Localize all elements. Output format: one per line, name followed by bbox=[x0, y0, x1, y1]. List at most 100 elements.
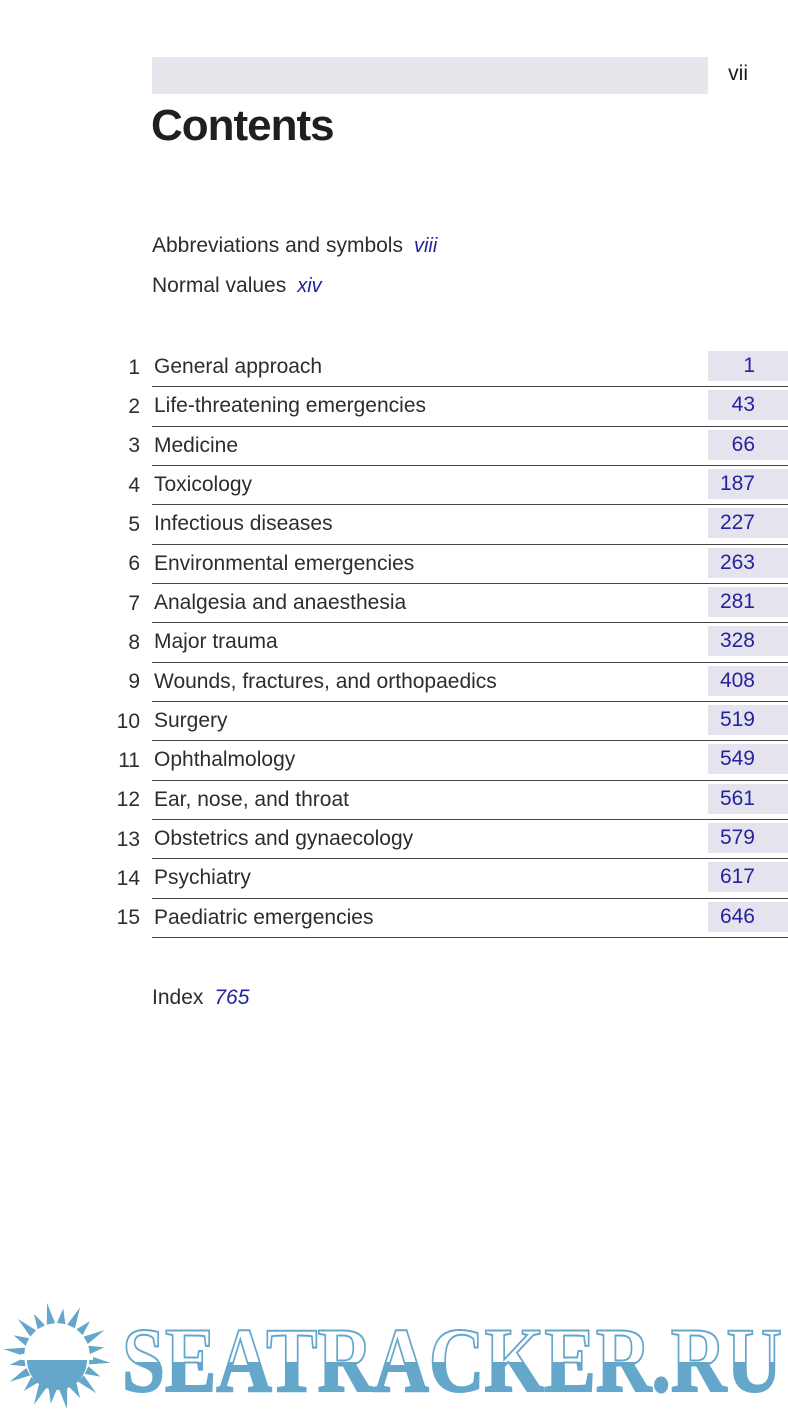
toc-row: 5 Infectious diseases 227 bbox=[110, 505, 788, 545]
toc-row-body: Environmental emergencies 263 bbox=[152, 545, 788, 584]
chapter-number: 14 bbox=[116, 866, 140, 890]
chapter-title: Infectious diseases bbox=[154, 512, 333, 536]
chapter-title: Wounds, fractures, and orthopaedics bbox=[154, 669, 497, 693]
chapter-title: Ear, nose, and throat bbox=[154, 787, 349, 811]
front-matter-item: Normal values xiv bbox=[152, 271, 437, 311]
chapter-number: 9 bbox=[128, 670, 140, 694]
toc-row-body: Psychiatry 617 bbox=[152, 859, 788, 899]
front-matter-label: Normal values bbox=[152, 274, 287, 297]
chapter-number: 1 bbox=[128, 355, 140, 379]
chapter-page-number: 1 bbox=[743, 354, 755, 377]
toc-row: 6 Environmental emergencies 263 bbox=[110, 545, 788, 584]
toc-row: 10 Surgery 519 bbox=[110, 702, 788, 742]
chapter-number: 3 bbox=[128, 434, 140, 458]
chapter-number: 4 bbox=[128, 473, 140, 497]
page-number-box: 1 bbox=[708, 351, 788, 381]
chapter-page-number: 617 bbox=[719, 865, 755, 889]
page-number-box: 549 bbox=[708, 744, 788, 775]
chapter-number: 15 bbox=[116, 906, 140, 930]
chapter-title: General approach bbox=[154, 355, 323, 379]
chapter-title: Psychiatry bbox=[154, 866, 251, 890]
chapter-title: Medicine bbox=[154, 433, 239, 457]
toc-row: 14 Psychiatry 617 bbox=[110, 859, 788, 899]
chapter-page-number: 281 bbox=[719, 589, 755, 613]
page-number-box: 263 bbox=[708, 547, 788, 578]
chapter-number: 2 bbox=[128, 394, 140, 418]
chapter-page-number: 43 bbox=[731, 393, 755, 417]
toc-row: 9 Wounds, fractures, and orthopaedics 40… bbox=[110, 663, 788, 702]
page-number-box: 66 bbox=[708, 429, 788, 460]
toc-row: 15 Paediatric emergencies 646 bbox=[110, 899, 788, 938]
watermark: SEATRACKER.RU bbox=[0, 1290, 788, 1418]
page-number-box: 408 bbox=[708, 665, 788, 696]
chapter-page-number: 187 bbox=[719, 471, 755, 495]
toc-row: 3 Medicine 66 bbox=[110, 427, 788, 466]
chapter-title: Life-threatening emergencies bbox=[154, 394, 426, 418]
page-number-box: 281 bbox=[708, 586, 788, 617]
front-matter-page-number: xiv bbox=[297, 275, 322, 297]
chapter-page-number: 263 bbox=[719, 550, 755, 574]
toc-row: 11 Ophthalmology 549 bbox=[110, 741, 788, 781]
header-bar bbox=[152, 57, 708, 94]
chapter-title: Analgesia and anaesthesia bbox=[154, 591, 407, 615]
page-number-box: 646 bbox=[708, 901, 788, 932]
chapter-page-number: 549 bbox=[719, 747, 755, 771]
toc-row-body: Ophthalmology 549 bbox=[152, 741, 788, 781]
folio-page-number: vii bbox=[728, 62, 748, 85]
page-number-box: 519 bbox=[708, 704, 788, 735]
toc-list: 1 General approach 1 2 Life-threatening … bbox=[110, 348, 788, 938]
chapter-number: 5 bbox=[128, 512, 140, 536]
chapter-title: Environmental emergencies bbox=[154, 551, 415, 575]
chapter-number: 13 bbox=[116, 827, 140, 851]
toc-row: 8 Major trauma 328 bbox=[110, 623, 788, 663]
chapter-number: 7 bbox=[128, 591, 140, 615]
front-matter-list: Abbreviations and symbols viii Normal val… bbox=[152, 231, 437, 311]
chapter-page-number: 579 bbox=[719, 825, 755, 849]
toc-row: 13 Obstetrics and gynaecology 579 bbox=[110, 820, 788, 860]
toc-row-body: Ear, nose, and throat 561 bbox=[152, 781, 788, 820]
toc-row-body: Toxicology 187 bbox=[152, 466, 788, 506]
chapter-title: Major trauma bbox=[154, 630, 278, 654]
toc-row: 7 Analgesia and anaesthesia 281 bbox=[110, 584, 788, 624]
chapter-number: 11 bbox=[118, 748, 140, 772]
chapter-page-number: 328 bbox=[719, 629, 755, 653]
toc-row-body: Medicine 66 bbox=[152, 427, 788, 466]
chapter-title: Obstetrics and gynaecology bbox=[154, 827, 414, 851]
toc-row-body: Infectious diseases 227 bbox=[152, 505, 788, 545]
chapter-title: Paediatric emergencies bbox=[154, 905, 374, 929]
chapter-page-number: 227 bbox=[719, 511, 755, 535]
chapter-number: 8 bbox=[128, 630, 140, 654]
toc-row-body: Analgesia and anaesthesia 281 bbox=[152, 584, 788, 624]
toc-row-body: Paediatric emergencies 646 bbox=[152, 899, 788, 938]
toc-row: 4 Toxicology 187 bbox=[110, 466, 788, 506]
toc-row: 2 Life-threatening emergencies 43 bbox=[110, 387, 788, 427]
chapter-number: 10 bbox=[116, 709, 140, 733]
toc-row: 1 General approach 1 bbox=[110, 348, 788, 388]
chapter-number: 12 bbox=[116, 788, 140, 812]
toc-row: 12 Ear, nose, and throat 561 bbox=[110, 781, 788, 820]
page-number-box: 617 bbox=[708, 862, 788, 893]
page-number-box: 579 bbox=[708, 822, 788, 853]
chapter-page-number: 646 bbox=[719, 904, 755, 928]
page-title: Contents bbox=[151, 101, 335, 150]
page-number-box: 328 bbox=[708, 626, 788, 657]
toc-row-body: Major trauma 328 bbox=[152, 623, 788, 663]
chapter-title: Toxicology bbox=[154, 473, 253, 497]
page-number-box: 187 bbox=[708, 468, 788, 499]
front-matter-label: Abbreviations and symbols bbox=[152, 234, 403, 257]
chapter-page-number: 66 bbox=[731, 432, 755, 456]
toc-row-body: General approach 1 bbox=[152, 348, 788, 388]
page-number-box: 227 bbox=[708, 508, 788, 539]
chapter-number: 6 bbox=[128, 552, 140, 576]
toc-row-body: Obstetrics and gynaecology 579 bbox=[152, 820, 788, 860]
front-matter-page-number: viii bbox=[413, 235, 438, 257]
toc-row-body: Wounds, fractures, and orthopaedics 408 bbox=[152, 663, 788, 702]
page-number-box: 561 bbox=[708, 783, 788, 814]
chapter-title: Surgery bbox=[154, 709, 228, 733]
back-matter-line: Index 765 bbox=[152, 983, 249, 1013]
page-number-box: 43 bbox=[708, 390, 788, 421]
toc-row-body: Surgery 519 bbox=[152, 702, 788, 742]
chapter-page-number: 408 bbox=[719, 668, 755, 692]
chapter-page-number: 519 bbox=[719, 707, 755, 731]
index-label: Index bbox=[152, 986, 204, 1009]
